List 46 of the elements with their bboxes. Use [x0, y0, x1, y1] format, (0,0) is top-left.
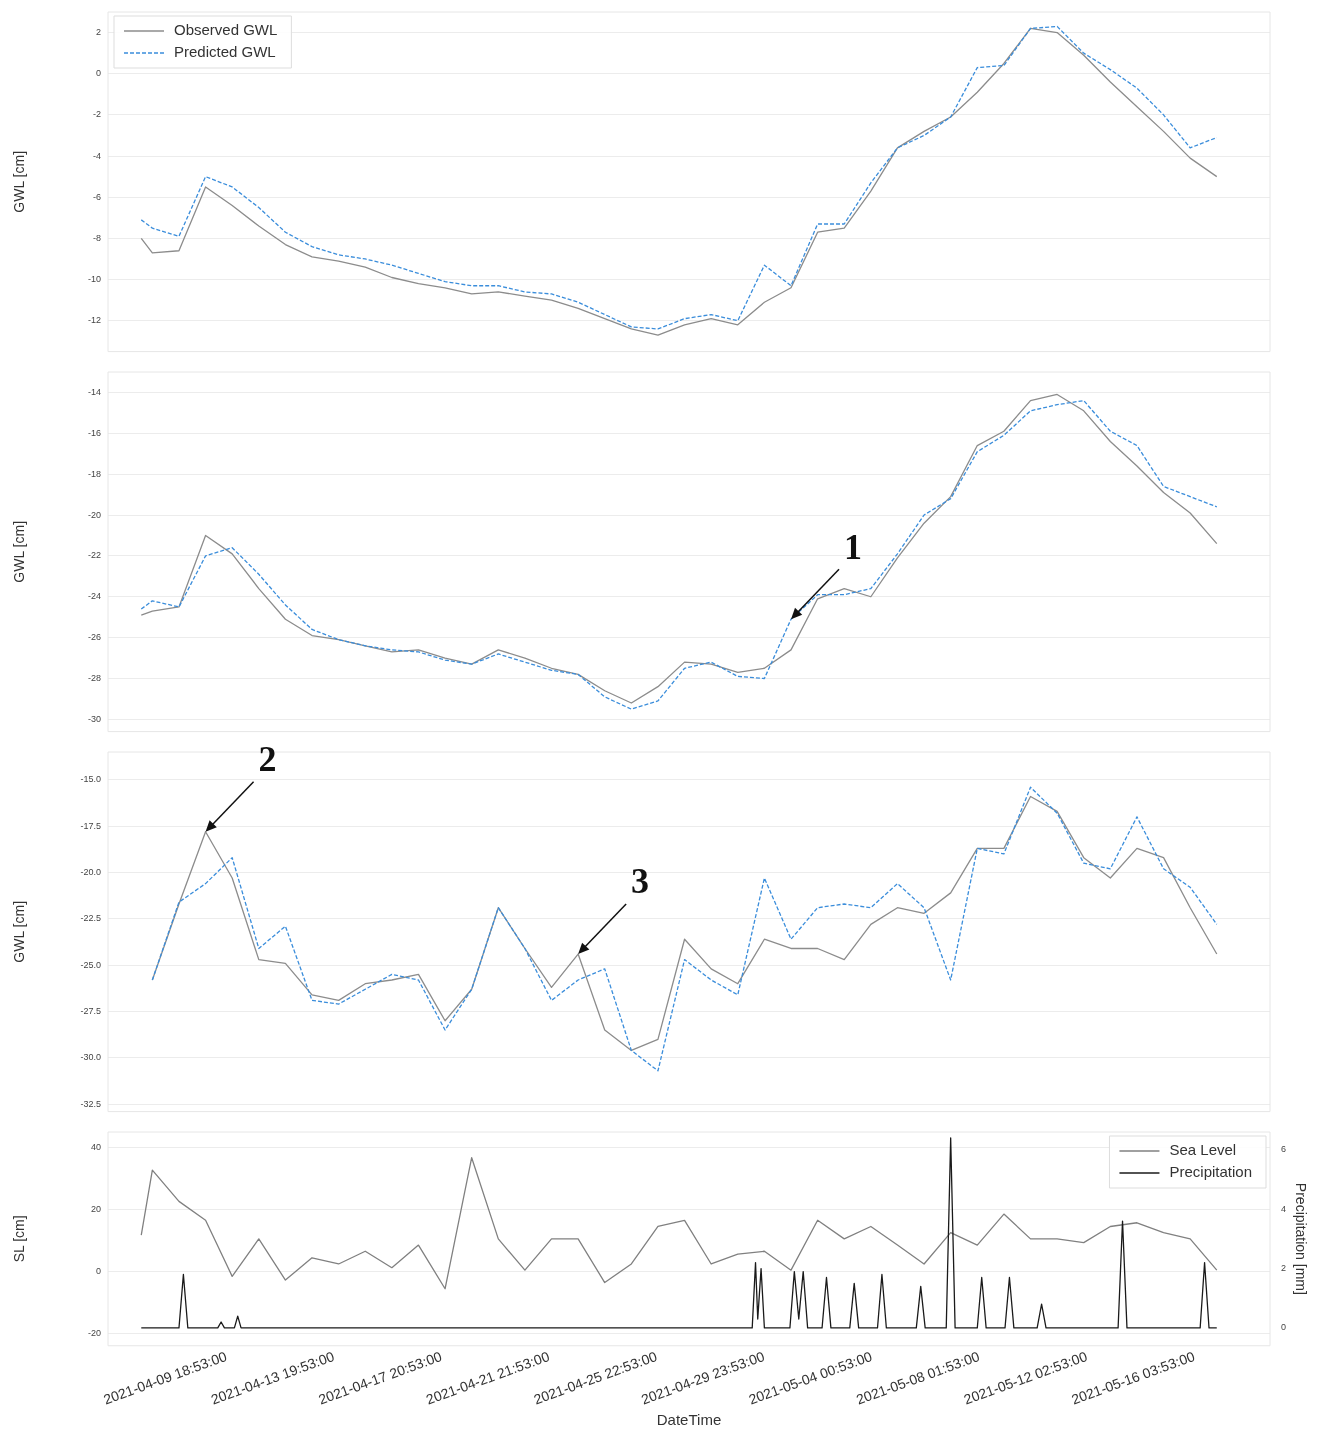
y-tick-label: -30.0	[80, 1052, 101, 1063]
y-axis-title: GWL [cm]	[11, 900, 28, 963]
legend-label: Precipitation	[1169, 1163, 1252, 1181]
y-tick-label: 0	[95, 68, 101, 79]
y-tick-label: -30	[87, 713, 101, 724]
y-tick-label: -16	[87, 427, 101, 438]
y-axis-title: GWL [cm]	[11, 150, 28, 213]
y-tick-label: -27.5	[80, 1005, 101, 1016]
y-tick-label: 0	[95, 1265, 101, 1276]
y-tick-label: -20.0	[80, 866, 101, 877]
y-tick-label: -12	[87, 315, 101, 326]
y-tick-label: -32.5	[80, 1098, 101, 1109]
y-tick-label: -25.0	[80, 959, 101, 970]
annotation: 1	[844, 526, 863, 567]
annotation: 2	[258, 739, 277, 779]
y-tick-label: -26	[87, 632, 101, 643]
y-tick-label: -24	[87, 591, 101, 602]
y2-axis-title: Precipitation [mm]	[1292, 1182, 1309, 1295]
y-tick-label: -18	[87, 468, 101, 479]
y2-tick-label: 2	[1281, 1263, 1287, 1274]
legend-label: Sea Level	[1169, 1141, 1237, 1159]
y-tick-label: -8	[92, 232, 101, 243]
y-tick-label: 40	[90, 1141, 101, 1152]
y-axis-title: SL [cm]	[11, 1215, 28, 1263]
y-tick-label: -17.5	[80, 820, 101, 831]
y-tick-label: -28	[87, 672, 101, 683]
y-tick-label: -20	[87, 509, 101, 520]
y-tick-label: 20	[90, 1203, 101, 1214]
y-tick-label: -14	[87, 386, 101, 397]
y-tick-label: -22	[87, 550, 101, 561]
y-tick-label: -2	[92, 109, 101, 120]
y2-tick-label: 4	[1281, 1203, 1287, 1214]
y2-tick-label: 6	[1281, 1144, 1287, 1155]
y2-tick-label: 0	[1281, 1322, 1287, 1333]
y-tick-label: 2	[95, 27, 101, 38]
y-tick-label: -4	[92, 150, 101, 161]
legend-label: Predicted GWL	[174, 43, 276, 61]
y-tick-label: -10	[87, 274, 101, 285]
y-tick-label: -15.0	[80, 774, 101, 785]
y-tick-label: -20	[87, 1327, 101, 1338]
legend-label: Observed GWL	[174, 21, 278, 39]
annotation: 3	[631, 861, 650, 902]
y-axis-title: GWL [cm]	[11, 520, 28, 583]
x-axis-title: DateTime	[656, 1411, 722, 1429]
y-tick-label: -22.5	[80, 913, 101, 924]
y-tick-label: -6	[92, 191, 101, 202]
